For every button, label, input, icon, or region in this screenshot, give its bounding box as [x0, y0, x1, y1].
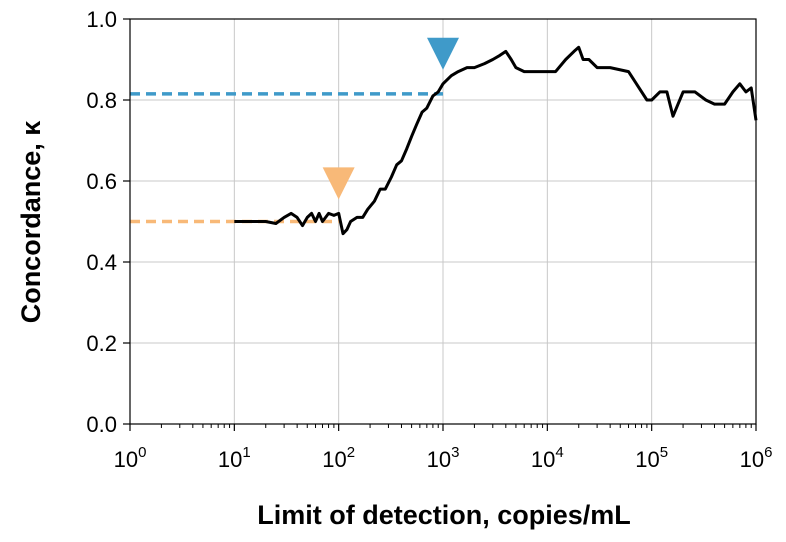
y-tick-label: 0.0	[86, 412, 117, 437]
x-tick-labels: 100 101 102 103 104 105 106	[114, 444, 773, 472]
y-tick-label: 0.8	[86, 88, 117, 113]
axes	[123, 18, 757, 431]
data-series	[234, 45, 758, 236]
threshold-marker-triangle	[322, 167, 355, 200]
y-tick-label: 0.6	[86, 169, 117, 194]
x-tick-label: 100	[114, 444, 147, 472]
y-tick-label: 0.2	[86, 331, 117, 356]
y-axis-title: Concordance, κ	[16, 120, 46, 324]
grid-lines	[129, 18, 757, 425]
x-tick-label: 102	[322, 444, 355, 472]
threshold-markers	[322, 37, 459, 200]
reference-lines	[130, 92, 443, 224]
x-tick-label: 104	[531, 444, 564, 472]
y-tick-label: 1.0	[86, 7, 117, 32]
threshold-marker-triangle	[427, 37, 459, 70]
y-tick-label: 0.4	[86, 250, 117, 275]
x-tick-label: 105	[635, 444, 668, 472]
x-tick-label: 103	[427, 444, 460, 472]
y-tick-labels: 0.0 0.2 0.4 0.6 0.8 1.0	[86, 7, 117, 437]
concordance-series-line	[234, 45, 758, 236]
x-tick-label: 106	[740, 444, 773, 472]
x-axis-title: Limit of detection, copies/mL	[257, 500, 631, 530]
x-tick-label: 101	[218, 444, 251, 472]
